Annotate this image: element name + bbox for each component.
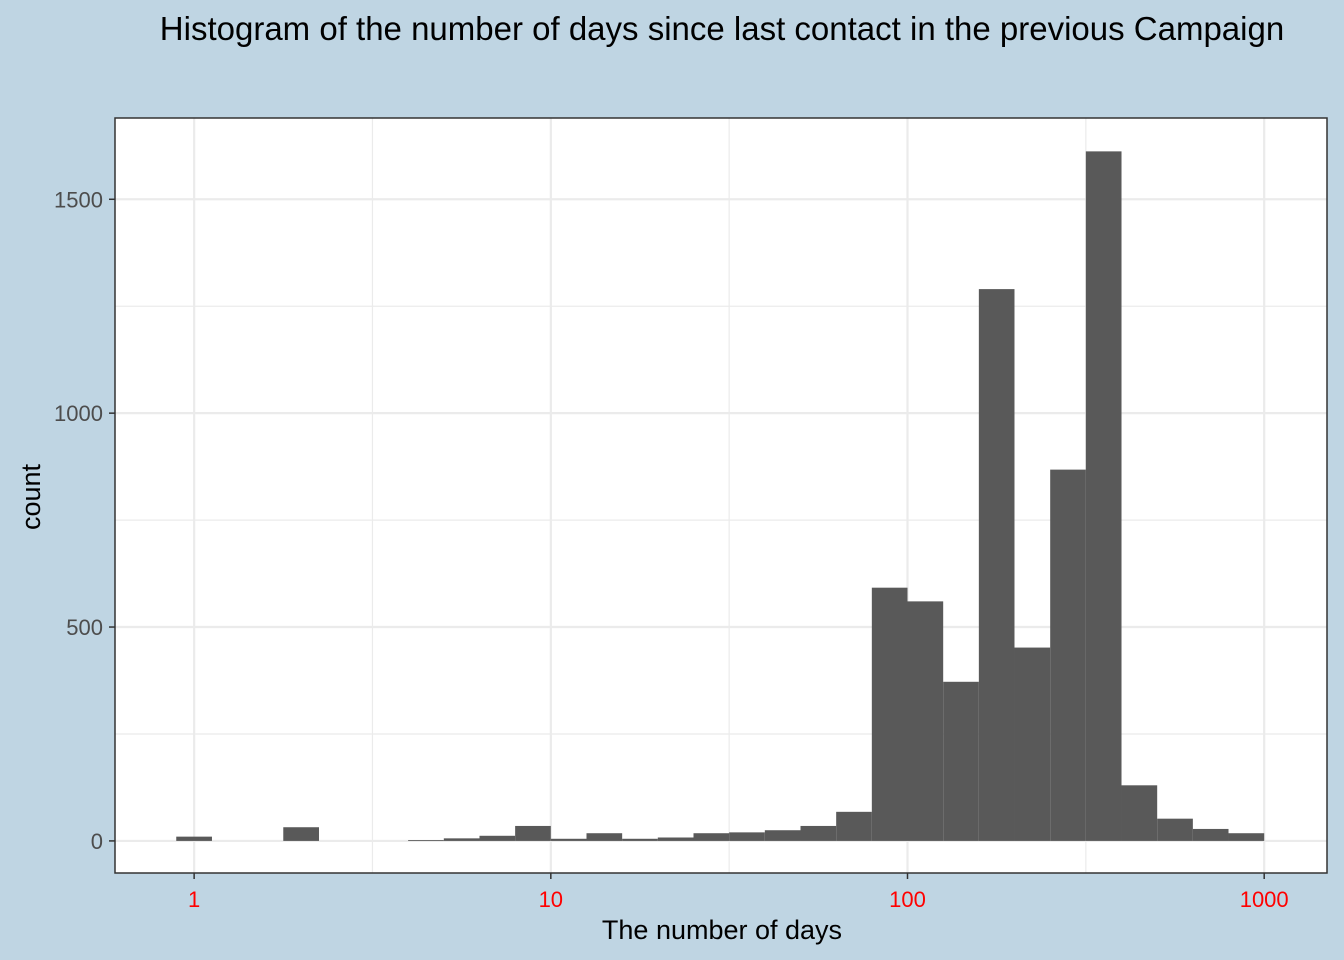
- y-tick-label: 500: [66, 615, 103, 640]
- panel-frame: [114, 117, 1328, 874]
- histogram-bar: [443, 838, 480, 841]
- histogram-bar: [586, 833, 623, 841]
- histogram-bars: [176, 151, 1265, 841]
- x-axis-ticks: 1 10 100 1000: [188, 873, 1289, 912]
- histogram-bar: [283, 827, 319, 841]
- histogram-bar: [1228, 833, 1265, 841]
- histogram-bar: [1050, 469, 1086, 841]
- panel-border: [114, 117, 1328, 874]
- histogram-bar: [550, 838, 587, 841]
- histogram-bar: [978, 289, 1015, 841]
- histogram-bar: [1192, 828, 1229, 841]
- histogram-bar: [657, 837, 694, 841]
- y-tick-label: 1500: [54, 187, 103, 212]
- x-tick-label: 10: [539, 887, 563, 912]
- histogram-bar: [836, 811, 872, 841]
- x-axis-label: The number of days: [602, 915, 842, 945]
- histogram-bar: [408, 840, 444, 841]
- histogram-bar: [1121, 785, 1158, 841]
- y-tick-label: 1000: [54, 401, 103, 426]
- y-axis-ticks: 0 500 1000 1500: [54, 187, 115, 854]
- plot-panel: [115, 118, 1327, 873]
- histogram-bar: [515, 825, 551, 841]
- histogram-bar: [1014, 647, 1051, 841]
- histogram-bar: [729, 832, 765, 841]
- histogram-bar: [1157, 818, 1193, 841]
- histogram-bar: [1085, 151, 1122, 841]
- histogram-bar: [800, 825, 837, 841]
- histogram-bar: [479, 835, 516, 841]
- x-tick-label: 1000: [1240, 887, 1289, 912]
- histogram-bar: [693, 833, 730, 841]
- y-axis-label: count: [16, 463, 46, 530]
- histogram-bar: [176, 836, 212, 841]
- y-tick-label: 0: [91, 829, 103, 854]
- histogram-bar: [622, 838, 658, 841]
- histogram-bar: [907, 601, 944, 841]
- histogram-bar: [943, 681, 979, 841]
- panel-background: [115, 118, 1327, 873]
- histogram-bar: [871, 587, 908, 841]
- x-tick-label: 1: [188, 887, 200, 912]
- x-tick-label: 100: [889, 887, 926, 912]
- histogram-bar: [764, 830, 801, 841]
- chart-title: Histogram of the number of days since la…: [159, 10, 1285, 47]
